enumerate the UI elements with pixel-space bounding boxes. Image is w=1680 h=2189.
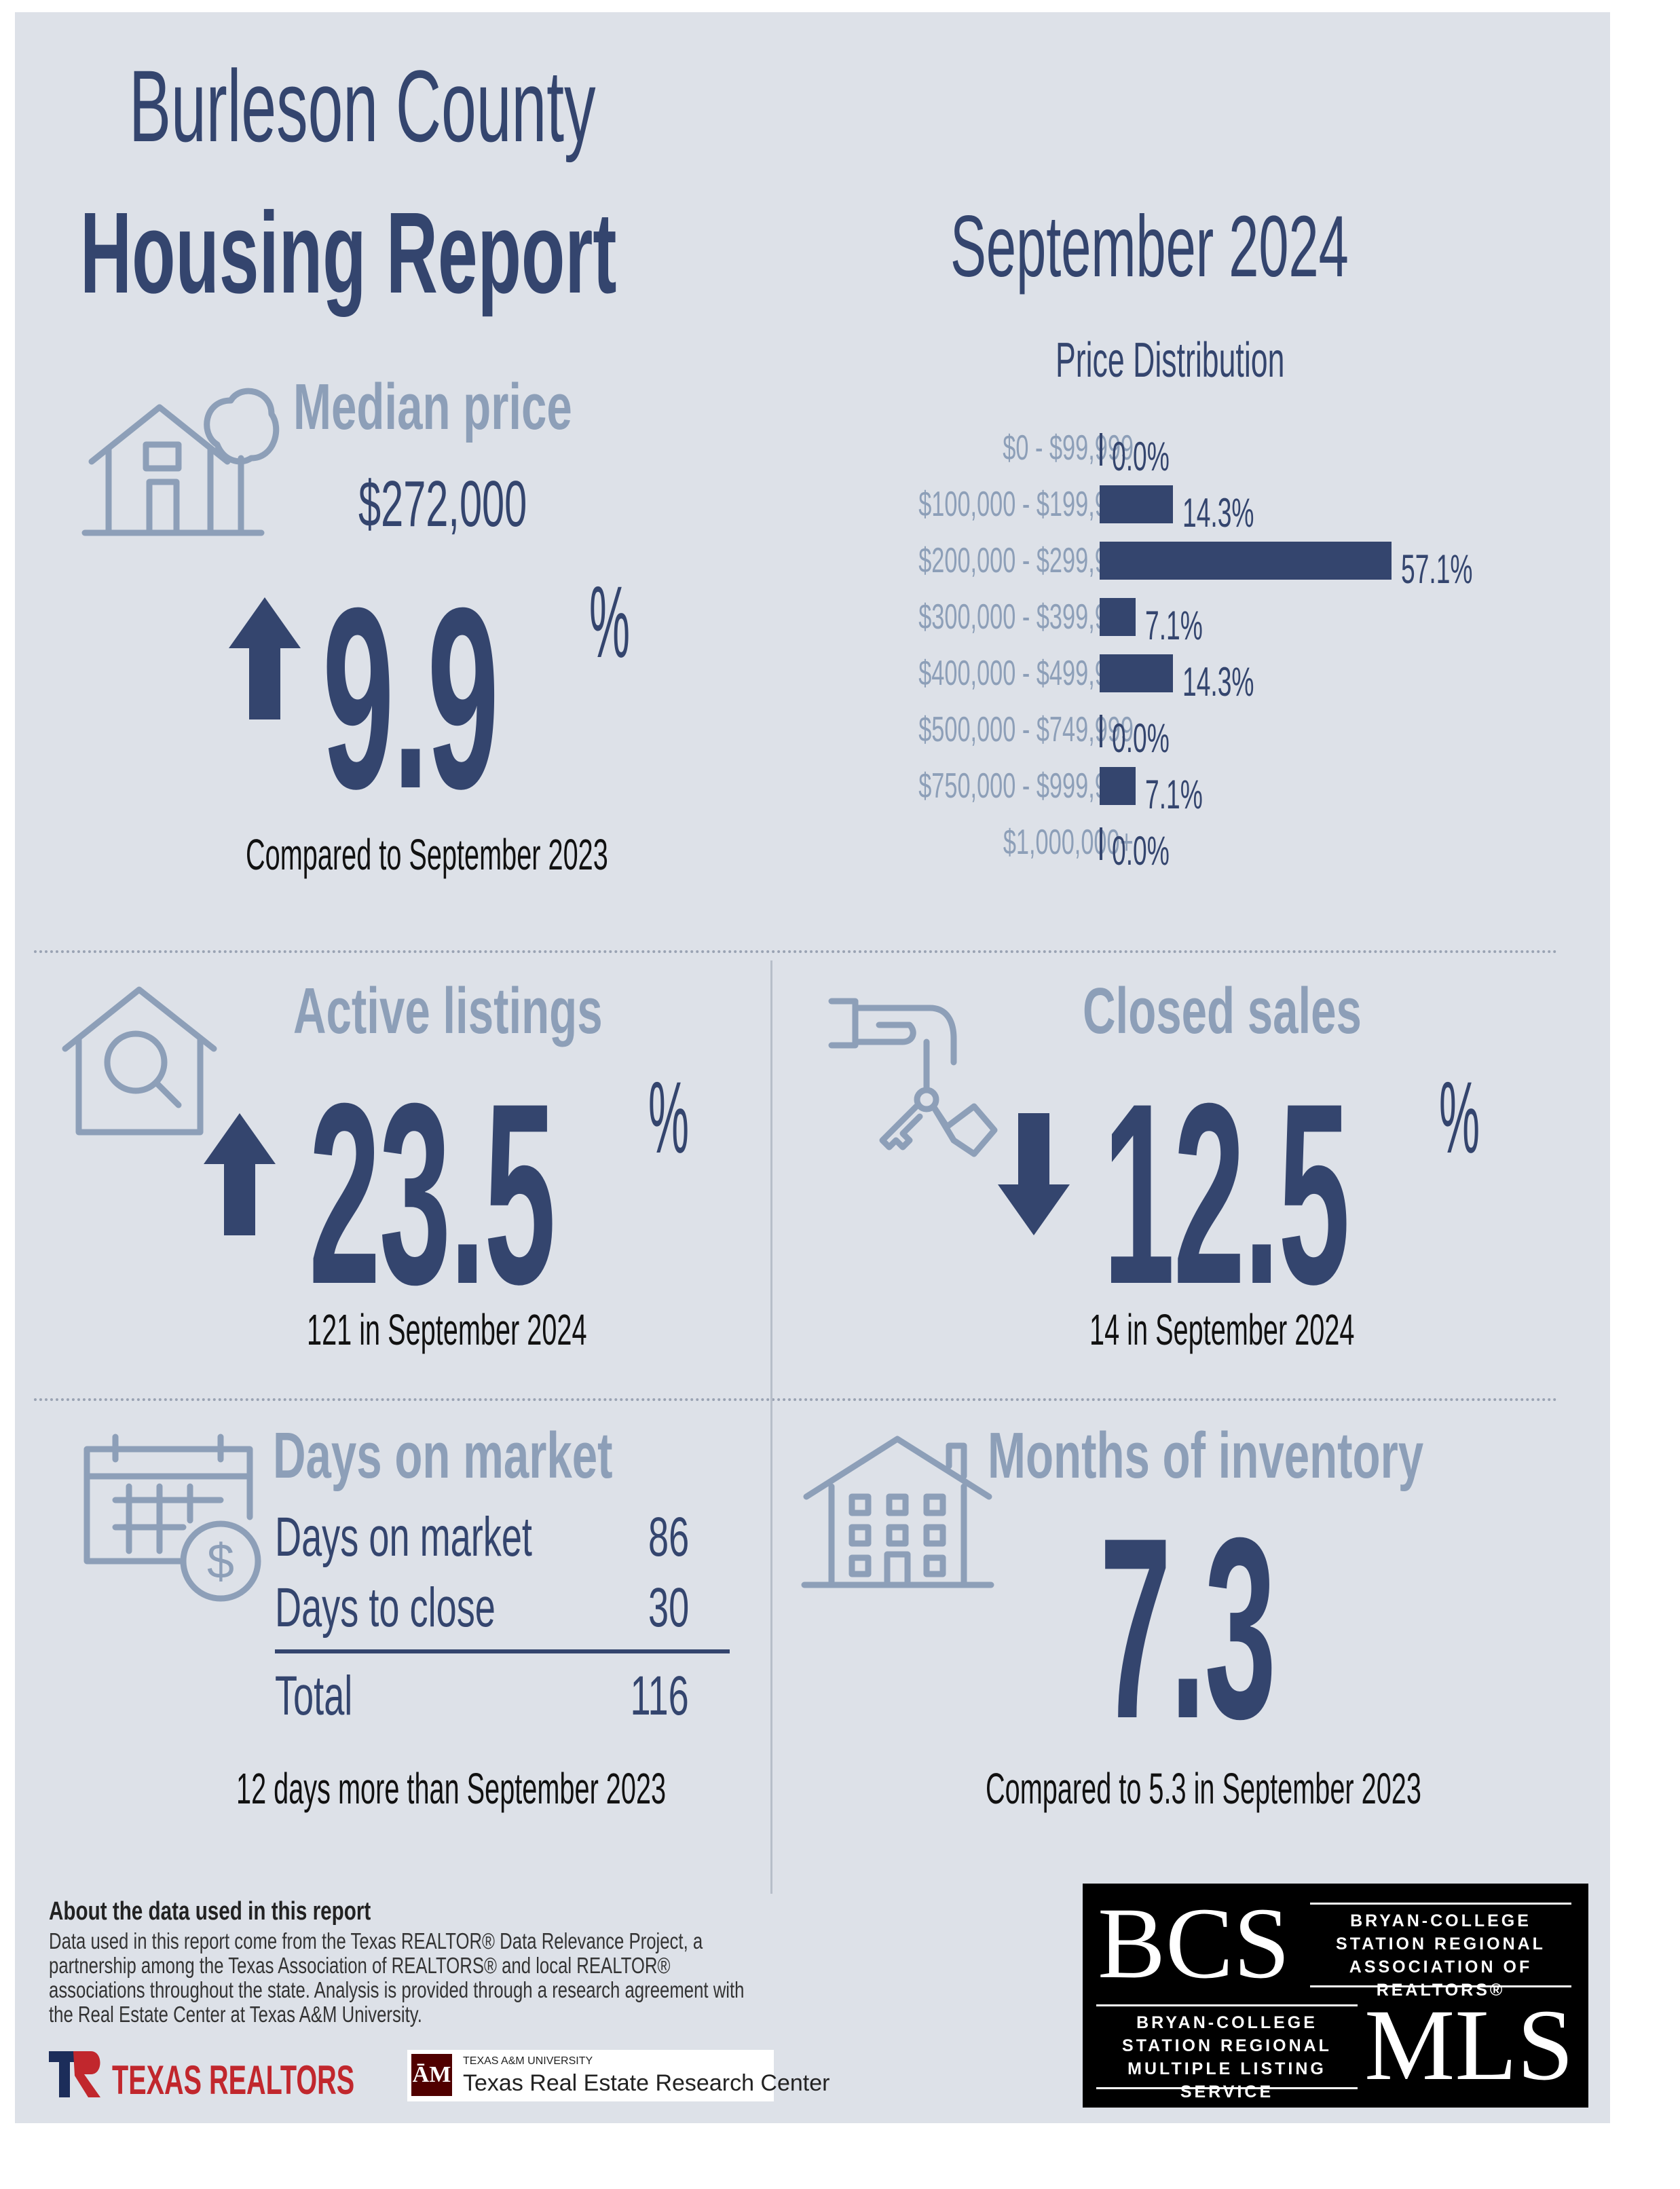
closed-change-unit: % bbox=[1439, 1060, 1480, 1174]
median-price: $272,000 bbox=[358, 468, 527, 540]
tamu-center-text: Texas Real Estate Research Center bbox=[463, 2070, 830, 2096]
dom-row-market: Days on market 86 bbox=[275, 1505, 709, 1568]
price-distribution-title: Price Distribution bbox=[1056, 333, 1285, 388]
dom-row-value: 86 bbox=[648, 1506, 689, 1568]
dom-row-total: Total 116 bbox=[275, 1664, 709, 1727]
price-distribution-bar bbox=[1100, 654, 1173, 692]
dom-row-close: Days to close 30 bbox=[275, 1576, 709, 1639]
price-distribution-value: 0.0% bbox=[1112, 434, 1170, 479]
bcs-rule bbox=[1310, 1903, 1571, 1905]
divider-vertical bbox=[770, 960, 772, 1894]
dom-heading: Days on market bbox=[273, 1419, 613, 1492]
price-distribution-bar bbox=[1100, 827, 1102, 860]
price-distribution-row: $200,000 - $299,999 57.1% bbox=[747, 540, 1561, 592]
calendar-dollar-icon: $ bbox=[83, 1434, 261, 1602]
price-distribution-row: $0 - $99,999 0.0% bbox=[747, 428, 1561, 479]
hand-keys-icon bbox=[828, 998, 998, 1157]
tamu-logo: ĀM TEXAS A&M UNIVERSITY Texas Real Estat… bbox=[407, 2050, 829, 2101]
bcs-rule bbox=[1310, 1985, 1571, 1987]
mls-rule bbox=[1096, 2004, 1358, 2006]
dom-total-label: Total bbox=[275, 1665, 353, 1727]
svg-text:$: $ bbox=[207, 1535, 234, 1589]
mls-org-text: BRYAN-COLLEGE STATION REGIONAL MULTIPLE … bbox=[1122, 2013, 1332, 2101]
price-distribution-row: $1,000,000+ 0.0% bbox=[747, 822, 1561, 874]
price-distribution-row: $500,000 - $749,999 0.0% bbox=[747, 709, 1561, 761]
active-change-unit: % bbox=[648, 1060, 690, 1174]
price-distribution-bar bbox=[1100, 433, 1102, 466]
closed-heading: Closed sales bbox=[1083, 975, 1362, 1047]
price-distribution-value: 14.3% bbox=[1182, 659, 1254, 705]
inventory-value: 7.3 bbox=[1100, 1484, 1276, 1772]
price-distribution-row: $100,000 - $199,999 14.3% bbox=[747, 484, 1561, 536]
price-range-label: $300,000 - $399,999 bbox=[918, 597, 1134, 637]
price-distribution-row: $400,000 - $499,999 14.3% bbox=[747, 653, 1561, 705]
inventory-caption: Compared to 5.3 in September 2023 bbox=[986, 1764, 1421, 1813]
arrow-down-icon bbox=[998, 1113, 1070, 1235]
price-distribution-bar bbox=[1100, 598, 1136, 636]
report-panel bbox=[15, 12, 1610, 2123]
price-range-label: $750,000 - $999,999 bbox=[918, 766, 1134, 806]
dom-row-value: 30 bbox=[648, 1577, 689, 1639]
mls-text: MLS bbox=[1364, 1989, 1574, 2101]
price-range-label: $500,000 - $749,999 bbox=[918, 710, 1134, 749]
price-distribution-value: 0.0% bbox=[1112, 828, 1170, 874]
divider-top bbox=[34, 950, 1558, 953]
closed-caption: 14 in September 2024 bbox=[1089, 1305, 1355, 1354]
dom-row-label: Days on market bbox=[275, 1506, 532, 1568]
inventory-heading: Months of inventory bbox=[988, 1419, 1424, 1492]
price-range-label: $400,000 - $499,999 bbox=[918, 654, 1134, 693]
bcs-org-text: BRYAN-COLLEGE STATION REGIONAL ASSOCIATI… bbox=[1336, 1911, 1546, 2000]
active-caption: 121 in September 2024 bbox=[307, 1305, 587, 1354]
county-title: Burleson County bbox=[129, 49, 596, 163]
price-distribution-value: 7.1% bbox=[1145, 772, 1203, 817]
tamu-small-text: TEXAS A&M UNIVERSITY bbox=[463, 2055, 593, 2067]
price-range-label: $1,000,000+ bbox=[1003, 823, 1134, 862]
price-range-label: $200,000 - $299,999 bbox=[918, 541, 1134, 580]
price-distribution-value: 14.3% bbox=[1182, 490, 1254, 536]
price-range-label: $100,000 - $199,999 bbox=[918, 485, 1134, 524]
house-magnifier-icon bbox=[62, 986, 217, 1136]
report-month: September 2024 bbox=[950, 198, 1349, 295]
tamu-mark-icon: ĀM bbox=[411, 2054, 452, 2096]
median-heading: Median price bbox=[293, 371, 572, 443]
about-heading: About the data used in this report bbox=[49, 1897, 371, 1926]
dom-total-rule bbox=[275, 1649, 730, 1653]
about-body: Data used in this report come from the T… bbox=[49, 1928, 745, 2027]
price-range-label: $0 - $99,999 bbox=[1003, 428, 1134, 468]
price-distribution-bar bbox=[1100, 542, 1392, 580]
price-distribution-row: $300,000 - $399,999 7.1% bbox=[747, 597, 1561, 648]
bcs-mls-logo: BCS BRYAN-COLLEGE STATION REGIONAL ASSOC… bbox=[1083, 1884, 1588, 2108]
house-tree-icon bbox=[81, 388, 280, 536]
median-change-value: 9.9 bbox=[322, 554, 499, 842]
price-distribution-bar bbox=[1100, 715, 1102, 747]
mls-rule bbox=[1096, 2087, 1358, 2089]
median-caption: Compared to September 2023 bbox=[246, 830, 608, 879]
dom-row-label: Days to close bbox=[275, 1577, 496, 1639]
dom-caption: 12 days more than September 2023 bbox=[236, 1764, 667, 1813]
report-title: Housing Report bbox=[80, 189, 617, 318]
apartment-building-icon bbox=[801, 1436, 994, 1588]
price-distribution-row: $750,000 - $999,999 7.1% bbox=[747, 766, 1561, 817]
dom-total-value: 116 bbox=[630, 1665, 689, 1727]
price-distribution-bar bbox=[1100, 485, 1173, 523]
closed-change-value: 12.5 bbox=[1103, 1049, 1350, 1338]
arrow-up-icon bbox=[204, 1113, 276, 1235]
price-distribution-value: 0.0% bbox=[1112, 715, 1170, 761]
texas-realtors-logo-icon bbox=[49, 2051, 100, 2097]
active-heading: Active listings bbox=[293, 975, 603, 1047]
price-distribution-value: 57.1% bbox=[1401, 546, 1473, 592]
price-distribution-bar bbox=[1100, 767, 1136, 805]
divider-middle bbox=[34, 1398, 1558, 1401]
arrow-up-icon bbox=[229, 597, 301, 719]
median-change-unit: % bbox=[589, 565, 631, 679]
price-distribution-value: 7.1% bbox=[1145, 603, 1203, 648]
texas-realtors-logo: TEXAS REALTORS bbox=[112, 2057, 355, 2103]
bcs-text: BCS bbox=[1098, 1887, 1290, 2000]
active-change-value: 23.5 bbox=[309, 1049, 556, 1338]
